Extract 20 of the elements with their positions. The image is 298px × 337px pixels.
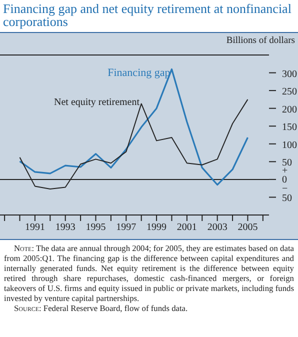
- chart-title: Financing gap and net equity retirement at nonfinancial corporations: [3, 1, 292, 29]
- y-tick-label: 100: [282, 140, 297, 151]
- y-tick-label: 50: [282, 193, 292, 204]
- x-tick-label: 2003: [207, 222, 228, 234]
- source-note: Source: Federal Reserve Board, flow of funds data.: [14, 304, 188, 313]
- y-tick-label: 250: [282, 86, 297, 98]
- x-tick-label: 1999: [146, 222, 167, 234]
- x-tick-label: 1991: [24, 222, 45, 234]
- y-axis-title: Billions of dollars: [226, 36, 295, 46]
- x-tick-label: 1993: [55, 222, 76, 234]
- series-label: Financing gap: [108, 67, 170, 80]
- x-tick-label: 2001: [176, 222, 197, 234]
- y-tick-label: 200: [282, 104, 297, 116]
- x-tick-label: 1995: [86, 222, 106, 234]
- x-tick-label: 2005: [238, 222, 258, 234]
- text: Note: The data are annual through 2004; for 2005, they are estimates based on data from 2005:Q1. The financing gap is the difference between capital expenditures and internally generated funds. Net equity retirement is the difference between equity retired through share repurchases, domestic cash-financed mergers, or foreign takeovers of U.S. firms and equity issued in public or private markets, including funds invested by venture capital partnerships.: [4, 244, 294, 303]
- series-label: Net equity retirement: [54, 97, 140, 108]
- y-tick-label: 300: [282, 68, 297, 80]
- x-tick-label: 1997: [116, 222, 136, 234]
- y-tick-label: 150: [282, 122, 297, 134]
